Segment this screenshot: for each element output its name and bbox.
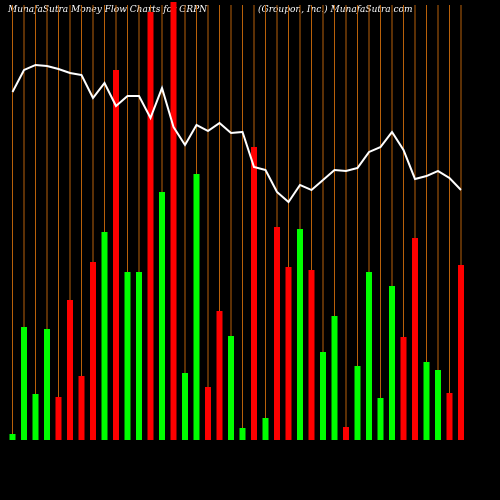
bar xyxy=(21,327,27,440)
bar xyxy=(320,352,326,440)
bar xyxy=(44,329,50,440)
bar xyxy=(251,147,257,440)
bar xyxy=(170,2,177,440)
bar xyxy=(354,366,361,440)
bar xyxy=(228,336,234,440)
bar xyxy=(400,337,407,440)
bar xyxy=(90,262,96,440)
bar xyxy=(412,238,418,440)
bar xyxy=(182,373,188,440)
bar xyxy=(366,272,372,440)
bar xyxy=(32,394,39,440)
bar xyxy=(285,267,292,440)
chart-title: MunafaSutra Money Flow Charts for GRPN xyxy=(7,5,208,15)
bar xyxy=(205,387,211,440)
bar xyxy=(423,362,430,440)
bar xyxy=(343,427,349,440)
bar xyxy=(159,192,165,440)
bar xyxy=(446,393,453,440)
bar xyxy=(262,418,269,440)
bar xyxy=(435,370,441,440)
bar xyxy=(136,272,142,440)
bar xyxy=(331,316,338,440)
bar xyxy=(216,311,223,440)
bar xyxy=(9,434,16,440)
bar xyxy=(239,428,246,440)
bar xyxy=(55,397,62,440)
bar xyxy=(124,272,131,440)
bar xyxy=(389,286,395,440)
bar xyxy=(274,227,280,440)
chart-subtitle: (Groupon, Inc.) MunafaSutra.com xyxy=(258,4,413,15)
bar xyxy=(147,12,154,440)
bar xyxy=(297,229,303,440)
bar xyxy=(308,270,315,440)
bar xyxy=(101,232,108,440)
bar xyxy=(458,265,464,440)
bar xyxy=(193,174,200,440)
bar xyxy=(377,398,384,440)
bar xyxy=(67,300,73,440)
bar xyxy=(113,70,119,440)
money-flow-line xyxy=(11,63,462,204)
bar xyxy=(78,376,85,440)
